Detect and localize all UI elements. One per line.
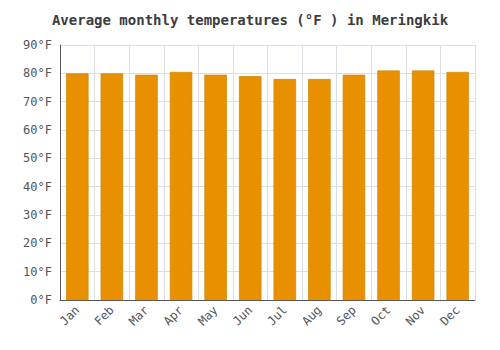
svg-text:May: May <box>195 303 220 328</box>
svg-text:Dec: Dec <box>437 303 462 328</box>
svg-text:40°F: 40°F <box>23 180 52 194</box>
svg-text:Apr: Apr <box>161 303 186 328</box>
svg-text:Jan: Jan <box>57 303 82 328</box>
svg-text:10°F: 10°F <box>23 265 52 279</box>
svg-text:0°F: 0°F <box>30 293 52 307</box>
svg-text:Jun: Jun <box>230 303 255 328</box>
svg-text:Aug: Aug <box>299 303 324 328</box>
svg-text:Oct: Oct <box>368 303 393 328</box>
svg-text:Sep: Sep <box>334 303 359 328</box>
svg-text:50°F: 50°F <box>23 151 52 165</box>
svg-text:Jul: Jul <box>265 303 290 328</box>
svg-text:Nov: Nov <box>403 303 428 328</box>
svg-text:20°F: 20°F <box>23 236 52 250</box>
svg-text:90°F: 90°F <box>23 38 52 52</box>
svg-text:80°F: 80°F <box>23 66 52 80</box>
svg-text:Average monthly temperatures (: Average monthly temperatures (°F ) in Me… <box>52 12 449 28</box>
svg-text:Mar: Mar <box>126 303 151 328</box>
svg-text:70°F: 70°F <box>23 95 52 109</box>
svg-text:30°F: 30°F <box>23 208 52 222</box>
svg-text:60°F: 60°F <box>23 123 52 137</box>
svg-text:Feb: Feb <box>92 303 117 328</box>
